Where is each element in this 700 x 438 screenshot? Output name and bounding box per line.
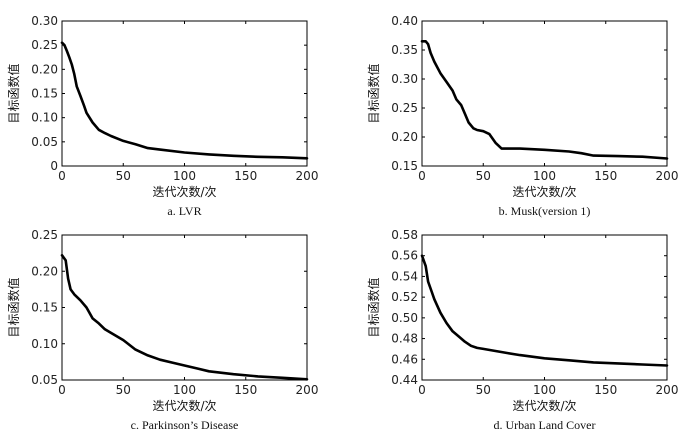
y-axis-label: 目标函数值 xyxy=(366,277,381,337)
panel-caption: a. LVR xyxy=(167,204,201,218)
panel-caption: c. Parkinson’s Disease xyxy=(131,418,239,432)
plot-frame xyxy=(421,20,668,167)
y-tick-label: 0.20 xyxy=(391,130,418,144)
y-tick-label: 0.30 xyxy=(31,14,58,28)
y-tick-label: 0 xyxy=(50,159,58,173)
plot-frame xyxy=(61,20,308,167)
x-tick-label: 50 xyxy=(476,383,491,397)
y-tick-label: 0.35 xyxy=(391,43,418,57)
chart-panel: 0 50 100 150 200 0.05 0.10 0.15 0.20 0.25 迭代次数/次 目标… xyxy=(6,228,318,432)
y-tick-label: 0.10 xyxy=(31,111,58,125)
x-tick-label: 100 xyxy=(173,169,196,183)
y-tick-label: 0.25 xyxy=(31,228,58,242)
chart-panel: 0 50 100 150 200 0.44 0.46 0.48 0.50 0.52 0.54 0.56… xyxy=(366,228,678,432)
x-axis-label: 迭代次数/次 xyxy=(512,184,576,199)
y-tick-label: 0.56 xyxy=(391,249,418,263)
y-tick-label: 0.05 xyxy=(31,373,58,387)
x-tick-label: 200 xyxy=(296,383,319,397)
y-tick-label: 0.20 xyxy=(31,62,58,76)
x-tick-label: 200 xyxy=(656,169,679,183)
y-tick-label: 0.25 xyxy=(391,101,418,115)
x-tick-label: 200 xyxy=(656,383,679,397)
panel-caption: d. Urban Land Cover xyxy=(494,418,596,432)
y-tick-label: 0.15 xyxy=(31,87,58,101)
x-tick-label: 200 xyxy=(296,169,319,183)
y-tick-label: 0.52 xyxy=(391,290,418,304)
y-axis-label: 目标函数值 xyxy=(6,63,21,123)
x-tick-label: 150 xyxy=(594,169,617,183)
x-tick-label: 100 xyxy=(173,383,196,397)
y-tick-label: 0.10 xyxy=(31,337,58,351)
y-tick-label: 0.30 xyxy=(391,72,418,86)
x-axis-label: 迭代次数/次 xyxy=(512,398,576,413)
y-axis-label: 目标函数值 xyxy=(6,277,21,337)
x-tick-label: 50 xyxy=(116,383,131,397)
panel-caption: b. Musk(version 1) xyxy=(499,204,591,218)
series-line xyxy=(420,40,669,160)
x-tick-label: 50 xyxy=(476,169,491,183)
y-tick-label: 0.48 xyxy=(391,332,418,346)
y-tick-label: 0.25 xyxy=(31,38,58,52)
x-tick-label: 150 xyxy=(234,383,257,397)
series-line xyxy=(420,254,669,367)
x-tick-label: 50 xyxy=(116,169,131,183)
x-tick-label: 150 xyxy=(234,169,257,183)
chart-panel: 0 50 100 150 200 0.15 0.20 0.25 0.30 0.35 0.40 迭代次数… xyxy=(366,14,678,218)
chart-panel: 0 50 100 150 200 0 0.05 0.10 0.15 0.20 0.25 0.30 迭代次… xyxy=(6,14,318,218)
x-tick-label: 0 xyxy=(58,169,66,183)
y-axis-label: 目标函数值 xyxy=(366,63,381,123)
x-tick-label: 100 xyxy=(533,169,556,183)
y-tick-label: 0.58 xyxy=(391,228,418,242)
y-tick-label: 0.40 xyxy=(391,14,418,28)
x-tick-label: 150 xyxy=(594,383,617,397)
y-tick-label: 0.54 xyxy=(391,269,418,283)
plot-frame xyxy=(61,234,308,381)
series-line xyxy=(60,254,309,381)
y-tick-label: 0.50 xyxy=(391,311,418,325)
x-tick-label: 0 xyxy=(58,383,66,397)
x-tick-label: 0 xyxy=(418,383,426,397)
x-axis-label: 迭代次数/次 xyxy=(152,184,216,199)
y-tick-label: 0.15 xyxy=(31,301,58,315)
series-line xyxy=(60,41,309,160)
x-tick-label: 0 xyxy=(418,169,426,183)
x-tick-label: 100 xyxy=(533,383,556,397)
y-tick-label: 0.15 xyxy=(391,159,418,173)
y-tick-label: 0.46 xyxy=(391,352,418,366)
y-tick-label: 0.05 xyxy=(31,135,58,149)
y-tick-label: 0.20 xyxy=(31,264,58,278)
x-axis-label: 迭代次数/次 xyxy=(152,398,216,413)
y-tick-label: 0.44 xyxy=(391,373,418,387)
